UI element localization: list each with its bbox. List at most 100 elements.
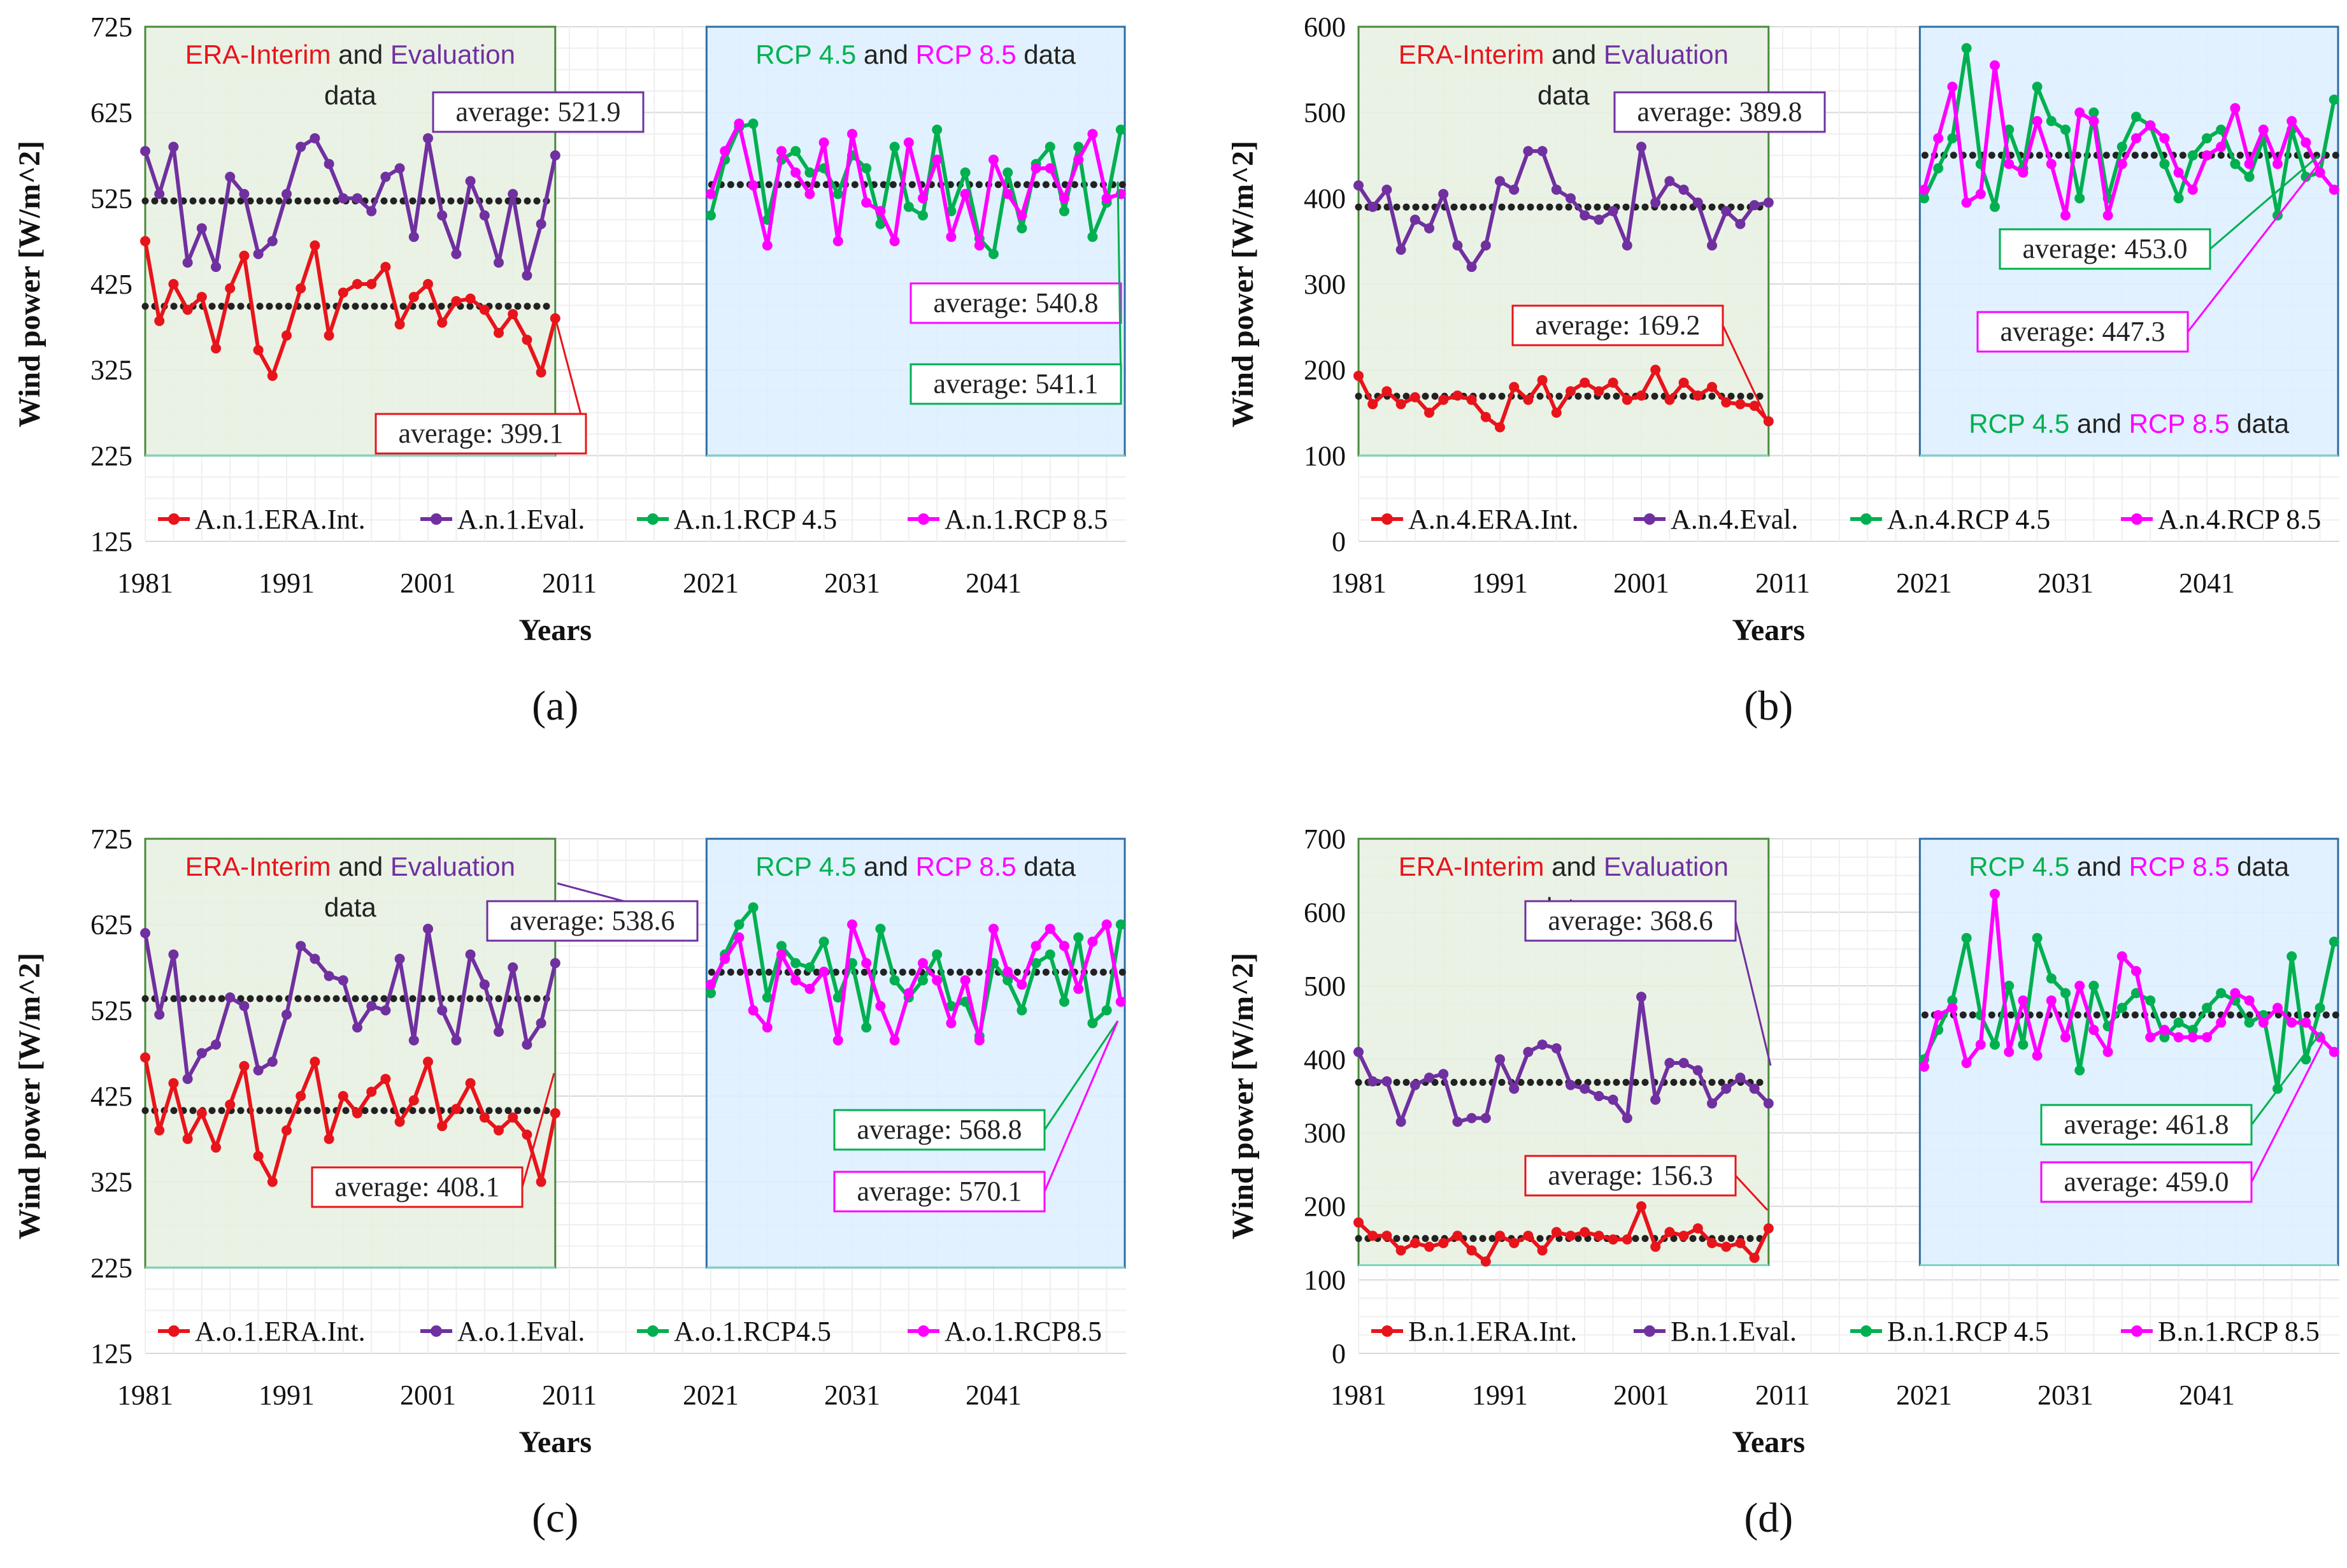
data-point-rcp85: [2258, 124, 2269, 135]
data-point-eval: [239, 1001, 250, 1011]
data-point-rcp85: [2202, 1032, 2212, 1043]
data-point-era: [1735, 399, 1746, 410]
legend-marker: [1644, 1325, 1655, 1337]
data-point-era: [239, 1060, 250, 1071]
data-point-eval: [1622, 240, 1632, 251]
callout-box: [2040, 1104, 2253, 1146]
data-point-rcp45: [903, 201, 914, 212]
x-tick-label: 2031: [824, 1379, 880, 1411]
data-point-era: [1452, 1230, 1463, 1241]
data-point-rcp85: [2116, 159, 2127, 169]
data-point-rcp85: [2088, 1025, 2099, 1036]
data-point-rcp45: [748, 902, 759, 913]
data-point-era: [1537, 374, 1548, 385]
data-point-eval: [1480, 1113, 1491, 1123]
data-point-rcp45: [2244, 1017, 2255, 1028]
x-tick-label: 2011: [542, 567, 597, 599]
data-point-era: [296, 1091, 306, 1101]
data-point-rcp85: [2116, 951, 2127, 962]
data-point-eval: [196, 223, 207, 234]
data-point-rcp85: [861, 958, 872, 969]
data-point-era: [536, 367, 546, 378]
data-point-era: [1353, 371, 1364, 381]
data-point-rcp85: [2131, 966, 2141, 976]
data-point-era: [451, 1104, 462, 1115]
callout-leader: [2250, 1031, 2323, 1125]
y-tick-label: 700: [1304, 823, 1346, 855]
data-point-eval: [366, 1001, 377, 1011]
data-point-rcp85: [1059, 193, 1069, 204]
legend-marker: [647, 1325, 659, 1337]
data-point-rcp45: [1961, 932, 1972, 943]
data-point-era: [211, 343, 221, 353]
legend-label: A.o.1.ERA.Int.: [195, 1316, 366, 1347]
data-point-rcp45: [1115, 919, 1126, 930]
data-point-rcp85: [861, 197, 872, 208]
data-point-era: [1367, 1230, 1378, 1241]
data-point-eval: [1395, 245, 1406, 255]
data-point-rcp85: [1933, 133, 1944, 144]
y-axis-title: Wind power [W/m^2]: [13, 953, 46, 1239]
data-point-rcp85: [734, 118, 745, 129]
legend-marker: [431, 1325, 442, 1337]
data-point-rcp45: [1101, 1005, 1112, 1016]
box-title-part: RCP 8.5: [916, 852, 1017, 881]
data-point-eval: [196, 1048, 207, 1058]
y-tick-label: 600: [1304, 11, 1346, 43]
data-point-era: [1692, 390, 1703, 401]
callout-box: [1524, 1155, 1737, 1197]
data-point-era: [494, 327, 504, 338]
data-point-era: [140, 236, 150, 246]
data-point-rcp45: [889, 975, 900, 986]
data-point-rcp85: [1947, 1002, 1958, 1013]
legend-marker: [2131, 1325, 2143, 1337]
data-point-era: [1551, 1227, 1562, 1237]
data-point-rcp85: [2286, 116, 2297, 127]
data-point-eval: [508, 189, 518, 199]
box-title-part: data: [2230, 852, 2290, 881]
y-tick-label: 500: [1304, 971, 1346, 1002]
data-point-rcp45: [2004, 980, 2015, 991]
data-point-era: [338, 287, 348, 298]
data-point-rcp45: [706, 988, 716, 999]
data-point-eval: [408, 1035, 419, 1046]
data-point-rcp45: [2301, 171, 2311, 182]
data-point-eval: [479, 979, 490, 990]
data-point-eval: [1438, 1069, 1449, 1080]
data-point-eval: [1735, 1073, 1746, 1083]
data-point-rcp45: [2046, 973, 2057, 984]
data-point-eval: [494, 257, 504, 268]
x-tick-label: 2011: [542, 1379, 597, 1411]
data-point-eval: [1678, 184, 1689, 195]
data-point-rcp85: [988, 923, 999, 934]
data-point-era: [1523, 1230, 1534, 1241]
y-tick-label: 200: [1304, 355, 1346, 386]
data-point-rcp45: [946, 1001, 957, 1011]
data-point-era: [1409, 1237, 1420, 1248]
data-point-rcp85: [2074, 107, 2085, 118]
data-point-rcp45: [2131, 111, 2141, 122]
data-point-rcp85: [2301, 137, 2311, 148]
box-title-part: RCP 8.5: [916, 39, 1017, 69]
data-point-rcp85: [2004, 159, 2015, 169]
data-point-rcp85: [706, 189, 716, 199]
data-point-rcp85: [903, 988, 914, 999]
y-tick-label: 300: [1304, 1118, 1346, 1149]
data-point-rcp45: [2244, 171, 2255, 182]
data-point-eval: [253, 1065, 264, 1076]
data-point-era: [239, 250, 250, 261]
data-point-rcp45: [1933, 163, 1944, 174]
data-point-rcp85: [2018, 995, 2029, 1006]
data-point-era: [168, 279, 179, 289]
data-point-rcp85: [2272, 159, 2283, 169]
data-point-rcp85: [1002, 966, 1013, 977]
data-point-eval: [1551, 184, 1562, 195]
data-point-eval: [479, 210, 490, 221]
data-point-eval: [310, 133, 320, 144]
data-point-rcp85: [889, 1035, 900, 1046]
data-point-rcp85: [932, 154, 943, 165]
data-point-rcp45: [1990, 1039, 2000, 1050]
box-title-part: Evaluation: [390, 852, 515, 881]
average-label: average: 399.1: [399, 418, 564, 449]
data-point-eval: [522, 270, 532, 281]
